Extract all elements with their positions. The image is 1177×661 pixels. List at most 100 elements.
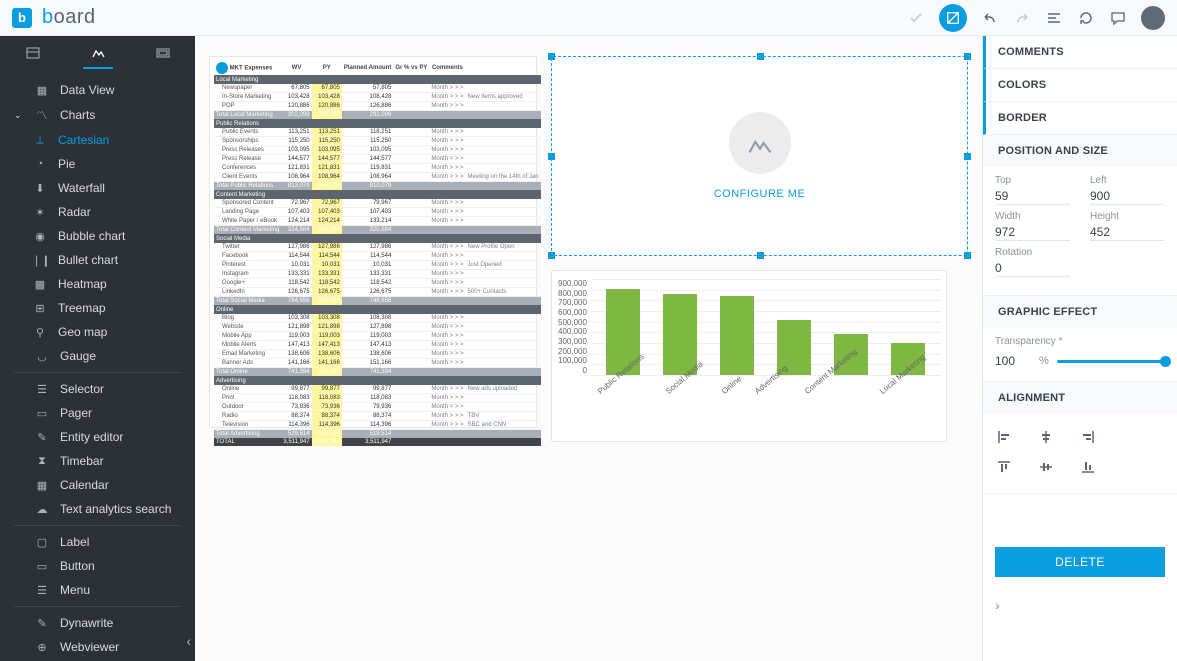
- bullet-chart-icon: ❘❙: [32, 254, 48, 267]
- sidebar-item-waterfall[interactable]: ⬇Waterfall: [0, 176, 195, 200]
- tab-objects-icon[interactable]: [83, 39, 113, 69]
- sidebar-item-dynawrite[interactable]: ✎Dynawrite: [0, 611, 195, 635]
- tab-containers-icon[interactable]: [148, 39, 178, 69]
- left-input[interactable]: [1090, 188, 1165, 205]
- webviewer-icon: ⊕: [34, 641, 50, 654]
- label-icon: ▢: [34, 536, 50, 549]
- section-position[interactable]: POSITION AND SIZE: [983, 135, 1177, 167]
- align-center-v-icon[interactable]: [1037, 458, 1055, 476]
- design-canvas[interactable]: MKT ExpensesWVPYPlanned AmountGr % vs PY…: [195, 36, 982, 661]
- undo-icon[interactable]: [981, 9, 999, 27]
- properties-panel: COMMENTS COLORS BORDER POSITION AND SIZE…: [982, 36, 1177, 661]
- sidebar-item-label: Bullet chart: [58, 253, 118, 267]
- sidebar-item-label: Timebar: [60, 454, 104, 468]
- bar-chart-card[interactable]: 900,000800,000700,000600,000500,000400,0…: [551, 270, 947, 442]
- top-label: Top: [995, 175, 1070, 186]
- sidebar-item-pager[interactable]: ▭ Pager: [0, 401, 195, 425]
- app-logo-icon[interactable]: b: [12, 8, 32, 28]
- sidebar-item-label: Pager: [60, 406, 92, 420]
- percent-label: %: [1039, 355, 1049, 367]
- comment-icon[interactable]: [1109, 9, 1127, 27]
- height-input[interactable]: [1090, 224, 1165, 241]
- sidebar-item-radar[interactable]: ✶Radar: [0, 200, 195, 224]
- section-alignment[interactable]: ALIGNMENT: [983, 382, 1177, 414]
- pager-icon: ▭: [34, 407, 50, 420]
- treemap-icon: ⊞: [32, 302, 48, 315]
- sidebar-item-bullet-chart[interactable]: ❘❙ Bullet chart: [0, 248, 195, 272]
- sidebar-item-bubble-chart[interactable]: ◉Bubble chart: [0, 224, 195, 248]
- user-avatar[interactable]: [1141, 6, 1165, 30]
- sidebar-item-label: Calendar: [60, 478, 109, 492]
- sidebar-item-text-analytics-search[interactable]: ☁Text analytics search: [0, 497, 195, 521]
- sidebar-item-entity-editor[interactable]: ✎Entity editor: [0, 425, 195, 449]
- top-input[interactable]: [995, 188, 1070, 205]
- sidebar-item-label: Heatmap: [58, 277, 107, 291]
- panel-next-icon[interactable]: ›: [983, 589, 1177, 621]
- tab-layout-icon[interactable]: [18, 39, 48, 69]
- align-icon[interactable]: [1045, 9, 1063, 27]
- bar[interactable]: [663, 294, 697, 375]
- align-center-h-icon[interactable]: [1037, 428, 1055, 446]
- section-comments[interactable]: COMMENTS: [983, 36, 1177, 69]
- rotation-label: Rotation: [995, 247, 1070, 258]
- sidebar-item-label: Radar: [58, 205, 91, 219]
- expenses-table: MKT ExpensesWVPYPlanned AmountGr % vs PY…: [214, 61, 541, 446]
- charts-icon: 〽: [34, 107, 50, 123]
- align-right-icon[interactable]: [1079, 428, 1097, 446]
- object-mode-icon[interactable]: [939, 4, 967, 32]
- height-label: Height: [1090, 211, 1165, 222]
- data-view-card[interactable]: MKT ExpensesWVPYPlanned AmountGr % vs PY…: [209, 56, 537, 428]
- rotation-input[interactable]: [995, 260, 1070, 277]
- refresh-icon[interactable]: [1077, 9, 1095, 27]
- timebar-icon: ⧗: [34, 455, 50, 468]
- configure-me-label: CONFIGURE ME: [714, 188, 806, 200]
- button-icon: ▭: [34, 560, 50, 573]
- sidebar-item-label: Button: [60, 559, 95, 573]
- sidebar-item-label: Data View: [60, 83, 114, 97]
- sidebar-item-label: Treemap: [58, 301, 106, 315]
- transparency-input[interactable]: [995, 353, 1031, 369]
- heatmap-icon: ▩: [32, 278, 48, 291]
- sidebar-item-heatmap[interactable]: ▩ Heatmap: [0, 272, 195, 296]
- redo-icon[interactable]: [1013, 9, 1031, 27]
- delete-button[interactable]: DELETE: [995, 547, 1165, 577]
- sidebar-item-webviewer[interactable]: ⊕Webviewer: [0, 635, 195, 659]
- align-left-icon[interactable]: [995, 428, 1013, 446]
- sidebar-item-gauge[interactable]: ◡Gauge: [0, 344, 195, 368]
- sidebar-item-label: Label: [60, 535, 89, 549]
- confirm-icon[interactable]: [907, 9, 925, 27]
- sidebar-item-label: Charts: [60, 108, 95, 122]
- transparency-slider[interactable]: [1057, 360, 1165, 363]
- sidebar-item-label: Geo map: [58, 325, 107, 339]
- sidebar-item-charts[interactable]: ⌄〽Charts: [0, 102, 195, 128]
- data-view-icon: ▦: [34, 84, 50, 97]
- section-colors[interactable]: COLORS: [983, 69, 1177, 102]
- sidebar-item-calendar[interactable]: ▦Calendar: [0, 473, 195, 497]
- y-axis-labels: 900,000800,000700,000600,000500,000400,0…: [558, 279, 591, 375]
- section-border[interactable]: BORDER: [983, 102, 1177, 135]
- sidebar-collapse-icon[interactable]: ‹: [186, 633, 191, 649]
- sidebar-item-treemap[interactable]: ⊞ Treemap: [0, 296, 195, 320]
- sidebar-item-data-view[interactable]: ▦ Data View: [0, 78, 195, 102]
- topbar-actions: [907, 4, 1165, 32]
- width-label: Width: [995, 211, 1070, 222]
- sidebar-item-selector[interactable]: ☰Selector: [0, 377, 195, 401]
- sidebar-item-label[interactable]: ▢ Label: [0, 530, 195, 554]
- sidebar-item-label: Menu: [60, 583, 90, 597]
- section-effect[interactable]: GRAPHIC EFFECT: [983, 296, 1177, 328]
- chart-placeholder-card[interactable]: CONFIGURE ME ↖: [551, 56, 968, 256]
- sidebar-item-button[interactable]: ▭ Button: [0, 554, 195, 578]
- sidebar-item-pie[interactable]: ◔Pie: [0, 152, 195, 176]
- sidebar-item-geo-map[interactable]: ⚲Geo map: [0, 320, 195, 344]
- dynawrite-icon: ✎: [34, 617, 50, 630]
- sidebar-mode-tabs: [0, 36, 195, 72]
- sidebar-item-menu[interactable]: ☰Menu: [0, 578, 195, 602]
- selector-icon: ☰: [34, 383, 50, 396]
- configure-me-button[interactable]: CONFIGURE ME: [714, 112, 806, 200]
- width-input[interactable]: [995, 224, 1070, 241]
- align-top-icon[interactable]: [995, 458, 1013, 476]
- sidebar-item-cartesian[interactable]: ⟂Cartesian: [0, 128, 195, 152]
- sidebar-item-timebar[interactable]: ⧗ Timebar: [0, 449, 195, 473]
- align-bottom-icon[interactable]: [1079, 458, 1097, 476]
- bar[interactable]: [720, 296, 754, 375]
